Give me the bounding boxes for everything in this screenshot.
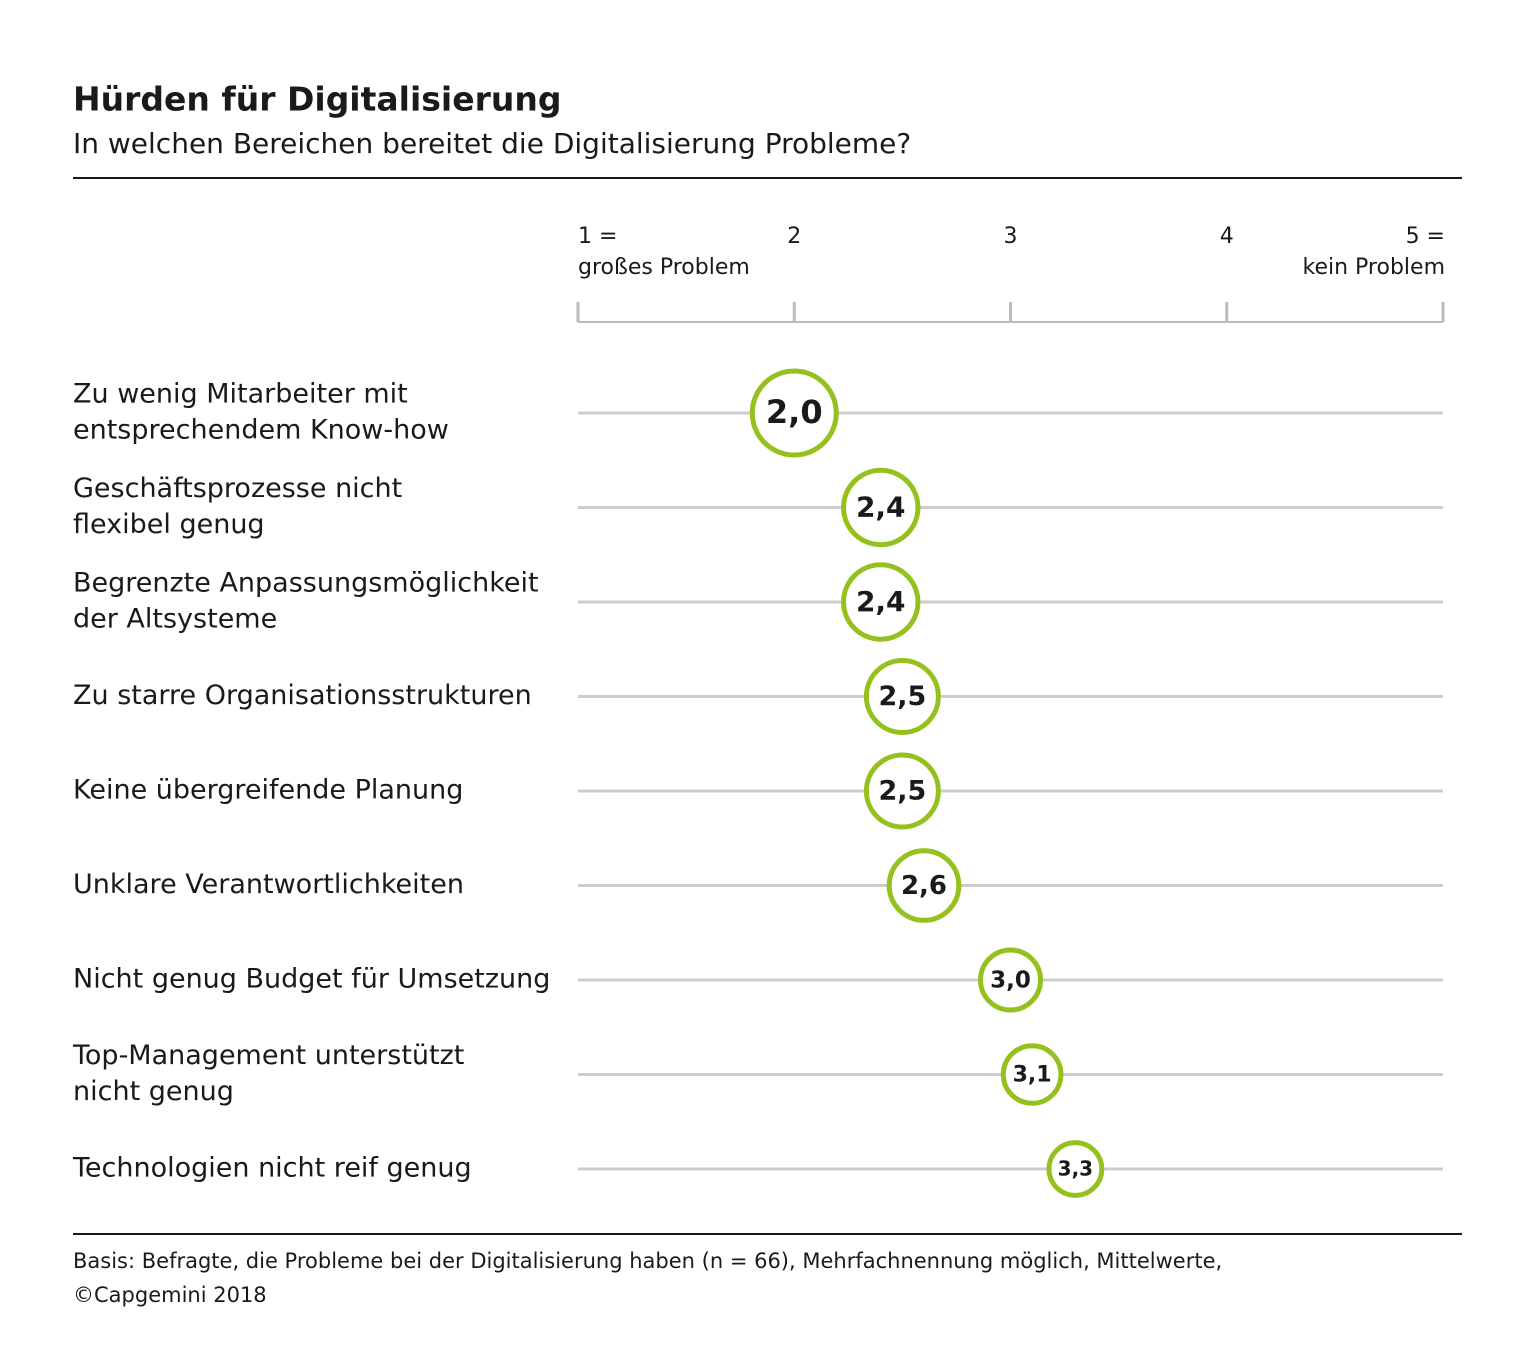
- x-tick-label: 5 =: [1406, 224, 1445, 249]
- value-label: 2,0: [766, 393, 823, 431]
- dot: [749, 368, 839, 458]
- category-label: Nicht genug Budget für Umsetzung: [73, 964, 550, 995]
- dot: [1000, 1043, 1064, 1106]
- chart-title: Hürden für Digitalisierung: [73, 80, 562, 119]
- category-label: flexibel genug: [73, 509, 265, 540]
- value-label: 2,6: [901, 871, 947, 901]
- value-label: 3,3: [1058, 1157, 1093, 1181]
- category-label: Geschäftsprozesse nicht: [73, 473, 402, 504]
- x-tick-label: 3: [1004, 224, 1018, 249]
- dot: [886, 848, 962, 923]
- value-label: 3,0: [990, 968, 1031, 994]
- category-label: entsprechendem Know-how: [73, 415, 449, 446]
- value-label: 2,5: [878, 776, 926, 807]
- category-label: Keine übergreifende Planung: [73, 775, 463, 806]
- chart-subtitle: In welchen Bereichen bereitet die Digita…: [73, 127, 911, 160]
- source-note: Basis: Befragte, die Probleme bei der Di…: [73, 1249, 1222, 1273]
- x-tick-label: 2: [787, 224, 801, 249]
- value-label: 2,4: [856, 585, 906, 618]
- category-label: Begrenzte Anpassungsmöglichkeit: [73, 568, 539, 599]
- dot: [841, 467, 921, 548]
- dot: [863, 752, 941, 830]
- category-label: Technologien nicht reif genug: [72, 1153, 472, 1184]
- x-tick-label: 4: [1220, 224, 1234, 249]
- dot: [863, 658, 941, 735]
- value-label: 2,4: [856, 491, 906, 524]
- x-tick-label: kein Problem: [1303, 255, 1445, 280]
- category-label: Zu wenig Mitarbeiter mit: [73, 379, 408, 410]
- category-label: Unklare Verantwortlichkeiten: [73, 869, 464, 900]
- source-note: ©Capgemini 2018: [73, 1283, 267, 1307]
- category-label: Top-Management unterstützt: [72, 1040, 464, 1071]
- dot: [1046, 1140, 1105, 1198]
- category-label: nicht genug: [73, 1076, 234, 1107]
- category-label: der Altsysteme: [73, 604, 277, 635]
- x-tick-label: großes Problem: [578, 255, 750, 280]
- value-label: 3,1: [1013, 1063, 1052, 1088]
- dot: [978, 947, 1043, 1013]
- dot: [841, 562, 921, 642]
- category-label: Zu starre Organisationsstrukturen: [73, 680, 532, 711]
- x-tick-label: 1 =: [578, 224, 617, 249]
- value-label: 2,5: [878, 681, 926, 712]
